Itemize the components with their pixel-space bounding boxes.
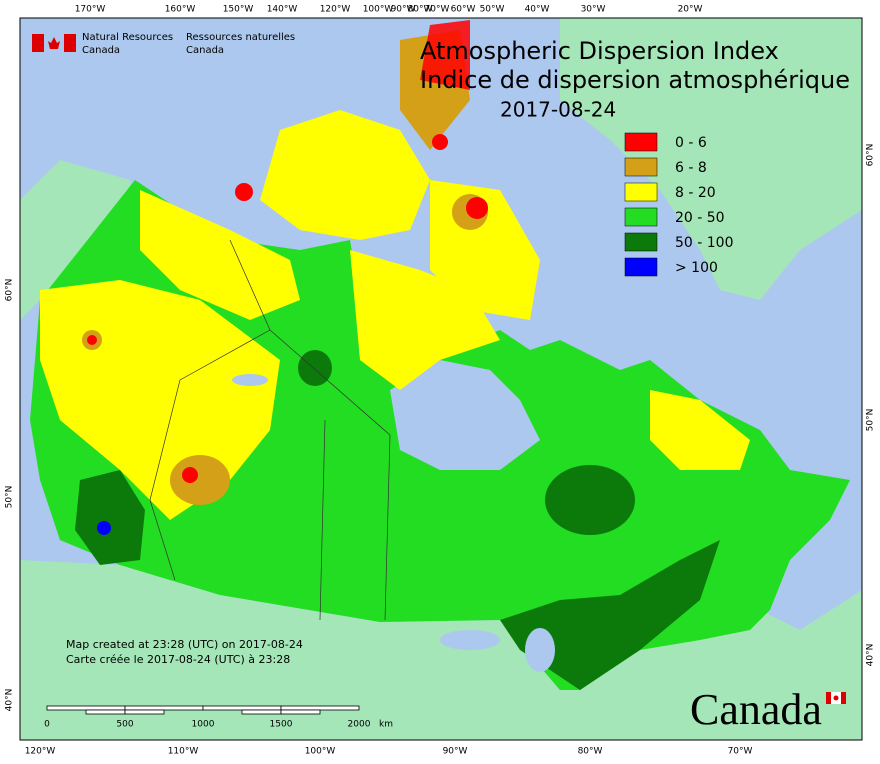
legend-swatch bbox=[624, 207, 658, 227]
lake bbox=[232, 374, 268, 386]
legend-swatch bbox=[624, 157, 658, 177]
blue-spot bbox=[97, 521, 111, 535]
flag-bar bbox=[32, 34, 44, 52]
bottom-label: 100°W bbox=[305, 747, 336, 757]
top-label: 100°W bbox=[363, 5, 394, 15]
ontario-dark bbox=[500, 540, 720, 690]
scale-label: 1000 bbox=[192, 720, 215, 730]
red-spot bbox=[466, 197, 488, 219]
red-spot bbox=[182, 467, 198, 483]
top-label: 70°W bbox=[425, 5, 450, 15]
scale-segment bbox=[85, 709, 126, 715]
top-label: 30°W bbox=[581, 5, 606, 15]
credit: Map created at 23:28 (UTC) on 2017-08-24 bbox=[66, 638, 303, 651]
central-yellow bbox=[350, 250, 500, 390]
top-label: 50°W bbox=[480, 5, 505, 15]
top-label: 90°W bbox=[391, 5, 416, 15]
red-spot bbox=[235, 183, 253, 201]
legend-swatch bbox=[624, 257, 658, 277]
dark-spot bbox=[298, 350, 332, 386]
top-label: 160°W bbox=[165, 5, 196, 15]
scale-label: 500 bbox=[116, 720, 133, 730]
left-label: 40°N bbox=[5, 689, 15, 712]
legend-swatch bbox=[624, 132, 658, 152]
north-yellow bbox=[140, 190, 300, 320]
legend-label: > 100 bbox=[675, 260, 718, 276]
scale-label: 0 bbox=[44, 720, 50, 730]
scale-segment bbox=[280, 705, 360, 711]
flag-bar bbox=[64, 34, 76, 52]
legend-swatch bbox=[624, 232, 658, 252]
orange-spot bbox=[170, 455, 230, 505]
top-label: 40°W bbox=[525, 5, 550, 15]
hudson-bay bbox=[390, 360, 540, 470]
arctic-islands bbox=[260, 110, 430, 240]
maple-leaf bbox=[48, 37, 60, 49]
credit: Carte créée le 2017-08-24 (UTC) à 23:28 bbox=[66, 653, 290, 666]
top-label: 140°W bbox=[267, 5, 298, 15]
scale-segment bbox=[202, 705, 282, 711]
province-borders bbox=[149, 239, 391, 621]
graticule-labels: 170°W 160°W 150°W 140°W 120°W 100°W90°W80°W70… bbox=[5, 5, 876, 757]
right-label: 40°N bbox=[866, 644, 876, 667]
scale-label: 2000 bbox=[348, 720, 371, 730]
red-spot bbox=[432, 134, 448, 150]
scale-segment bbox=[280, 709, 321, 715]
lake bbox=[525, 628, 555, 672]
frame bbox=[19, 17, 863, 741]
legend-label: 20 - 50 bbox=[675, 210, 725, 226]
scale-unit: km bbox=[379, 720, 393, 730]
scale-segment bbox=[241, 709, 282, 715]
title: Atmospheric Dispersion Index bbox=[420, 37, 779, 65]
usa bbox=[20, 560, 862, 740]
bottom-label: 80°W bbox=[578, 747, 603, 757]
top-label: 170°W bbox=[75, 5, 106, 15]
legend-label: 6 - 8 bbox=[675, 160, 707, 176]
title: Indice de dispersion atmosphérique bbox=[420, 66, 850, 94]
right-label: 60°N bbox=[866, 144, 876, 167]
date: 2017-08-24 bbox=[500, 98, 616, 122]
scale-bar: 0 500 1000 1500 2000 km bbox=[44, 705, 393, 730]
right-label: 50°N bbox=[866, 409, 876, 432]
wordmark: Canada bbox=[690, 685, 822, 734]
wordmark-leaf bbox=[833, 695, 839, 701]
agency-en: Canada bbox=[82, 45, 120, 56]
legend: 0 - 6 6 - 8 8 - 20 20 - 50 50 - 100 > 100 bbox=[624, 132, 734, 277]
quebec-dark bbox=[545, 465, 635, 535]
agency-fr: Ressources naturelles bbox=[186, 32, 295, 43]
legend-swatch bbox=[624, 182, 658, 202]
top-label: 80°W bbox=[408, 5, 433, 15]
scale-segment bbox=[46, 705, 126, 711]
greenland bbox=[560, 18, 862, 300]
bottom-label: 120°W bbox=[25, 747, 56, 757]
bottom-label: 90°W bbox=[443, 747, 468, 757]
scale-label: 1500 bbox=[270, 720, 293, 730]
agency-fr: Canada bbox=[186, 45, 224, 56]
bottom-label: 70°W bbox=[728, 747, 753, 757]
left-label: 60°N bbox=[5, 279, 15, 302]
legend-label: 8 - 20 bbox=[675, 185, 716, 201]
labrador-yellow bbox=[650, 390, 750, 470]
red-spot bbox=[87, 335, 97, 345]
scale-segment bbox=[124, 709, 165, 715]
legend-label: 50 - 100 bbox=[675, 235, 734, 251]
scale-segment bbox=[124, 705, 204, 711]
top-label: 60°W bbox=[451, 5, 476, 15]
top-label: 120°W bbox=[320, 5, 351, 15]
alaska bbox=[20, 160, 135, 320]
bc-dark bbox=[75, 470, 145, 565]
agency-en: Natural Resources bbox=[82, 32, 173, 43]
bottom-label: 110°W bbox=[168, 747, 199, 757]
left-label: 50°N bbox=[5, 486, 15, 509]
top-label: 20°W bbox=[678, 5, 703, 15]
lake bbox=[440, 630, 500, 650]
legend-label: 0 - 6 bbox=[675, 135, 707, 151]
top-label: 150°W bbox=[223, 5, 254, 15]
red-zone bbox=[420, 20, 470, 90]
